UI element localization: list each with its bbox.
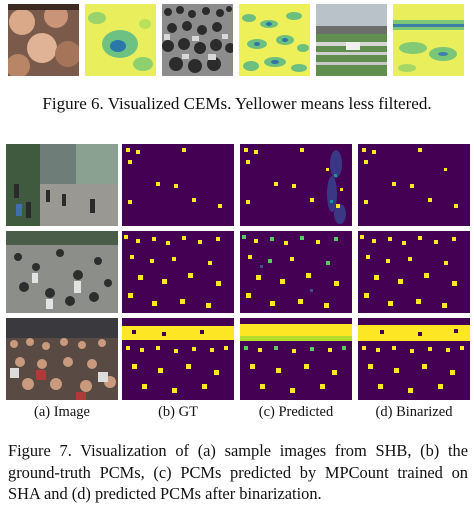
cem-map-2 bbox=[239, 4, 310, 76]
predicted-pcm-row-2 bbox=[240, 231, 352, 313]
binarized-pcm-row-2 bbox=[358, 231, 470, 313]
cem-map-3 bbox=[393, 4, 464, 76]
label-binarized: (d) Binarized bbox=[375, 404, 453, 420]
predicted-pcm-row-1 bbox=[240, 144, 352, 226]
crowd-photo-1 bbox=[8, 4, 79, 76]
figure-6-caption: Figure 6. Visualized CEMs. Yellower mean… bbox=[42, 94, 432, 113]
caption-line-2: ground-truth PCMs, (c) PCMs predicted by… bbox=[8, 462, 468, 482]
crowd-photo-2 bbox=[162, 4, 233, 76]
caption-line-3: SHA and (d) predicted PCMs after binariz… bbox=[8, 484, 322, 503]
binarized-pcm-row-3 bbox=[358, 318, 470, 400]
gt-pcm-row-1 bbox=[122, 144, 234, 226]
stadium-photo bbox=[316, 4, 387, 76]
gt-pcm-row-3 bbox=[122, 318, 234, 400]
predicted-pcm-row-3 bbox=[240, 318, 352, 400]
sample-image-row-3 bbox=[6, 318, 118, 400]
cem-map-1 bbox=[85, 4, 156, 76]
caption-line-1: Figure 7. Visualization of (a) sample im… bbox=[8, 441, 468, 460]
figure-6 bbox=[8, 4, 466, 76]
label-image: (a) Image bbox=[34, 404, 90, 420]
sample-image-row-1 bbox=[6, 144, 118, 226]
label-gt: (b) GT bbox=[158, 404, 198, 420]
sample-image-row-2 bbox=[6, 231, 118, 313]
figure-7-grid bbox=[6, 144, 472, 400]
gt-pcm-row-2 bbox=[122, 231, 234, 313]
label-predicted: (c) Predicted bbox=[258, 404, 334, 420]
binarized-pcm-row-1 bbox=[358, 144, 470, 226]
figure-7-caption: Figure 7. Visualization of (a) sample im… bbox=[8, 440, 468, 505]
